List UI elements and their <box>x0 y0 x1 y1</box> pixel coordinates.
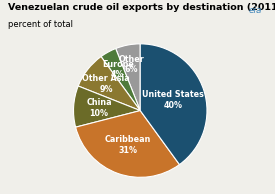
Text: Other Asia
9%: Other Asia 9% <box>82 74 130 94</box>
Text: Venezuelan crude oil exports by destination (2011): Venezuelan crude oil exports by destinat… <box>8 3 275 12</box>
Wedge shape <box>140 44 207 165</box>
Text: Other
6%: Other 6% <box>119 55 144 74</box>
Text: eia: eia <box>249 6 263 15</box>
Wedge shape <box>76 111 180 177</box>
Text: Europe
4%: Europe 4% <box>102 60 134 79</box>
Wedge shape <box>73 86 140 127</box>
Wedge shape <box>116 44 140 111</box>
Text: percent of total: percent of total <box>8 20 73 29</box>
Text: China
10%: China 10% <box>86 98 112 118</box>
Text: Caribbean
31%: Caribbean 31% <box>104 135 151 155</box>
Wedge shape <box>78 57 140 111</box>
Wedge shape <box>101 48 140 111</box>
Text: United States
40%: United States 40% <box>142 90 204 110</box>
